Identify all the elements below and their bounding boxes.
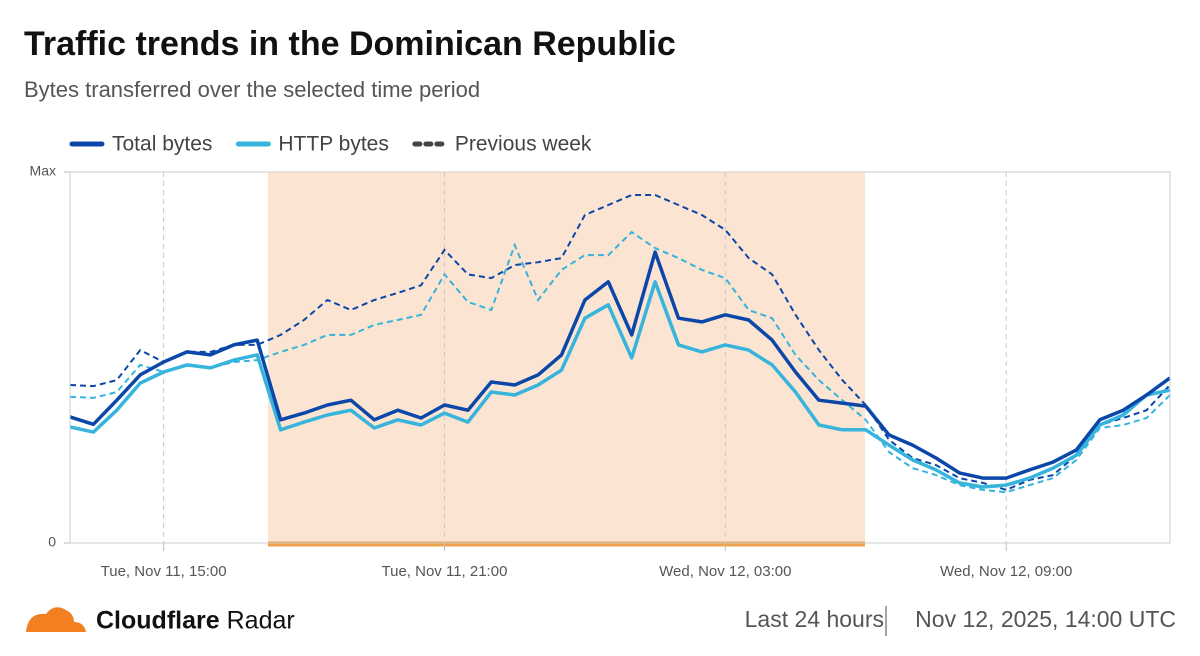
brand: Cloudflare xyxy=(96,607,220,635)
logo xyxy=(26,607,86,632)
chart-subtitle: Bytes transferred over the selected time… xyxy=(24,77,480,102)
series-line xyxy=(69,280,1171,489)
x-tick-label: Tue, Nov 11, 15:00 xyxy=(101,563,227,580)
previous-week-line xyxy=(69,194,1171,491)
chart-title: Traffic trends in the Dominican Republic xyxy=(24,25,676,63)
period: Last 24 hours xyxy=(745,606,884,632)
y-tick-label: 0 xyxy=(48,534,56,550)
logo-cloud xyxy=(26,607,86,632)
legend-label: Previous week xyxy=(455,133,592,156)
timestamp: Nov 12, 2025, 14:00 UTC xyxy=(915,606,1176,632)
legend: Total bytes HTTP bytes Previous week xyxy=(69,133,592,156)
legend-label: HTTP bytes xyxy=(278,133,388,156)
product: Radar xyxy=(227,607,295,635)
x-tick-label: Wed, Nov 12, 03:00 xyxy=(659,563,791,580)
y-tick-label: Max xyxy=(30,163,56,179)
x-tick-label: Tue, Nov 11, 21:00 xyxy=(382,563,508,580)
x-tick-label: Wed, Nov 12, 09:00 xyxy=(940,563,1072,580)
legend-label: Total bytes xyxy=(112,133,212,156)
series-line xyxy=(69,250,1172,480)
plot-frame xyxy=(69,171,1171,544)
